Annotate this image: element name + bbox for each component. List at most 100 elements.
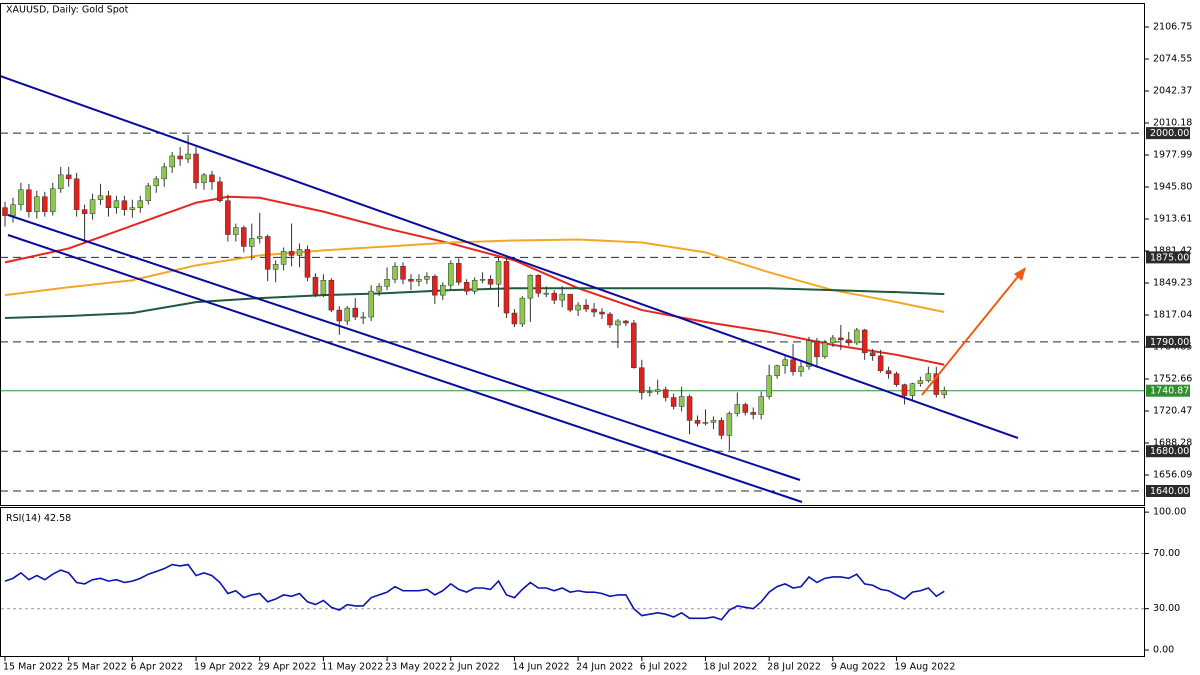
candle-body	[798, 366, 804, 372]
candle-body	[527, 275, 534, 299]
candle-body	[81, 209, 88, 214]
candle-body	[10, 204, 16, 216]
candle-body	[193, 153, 199, 184]
x-tick-label: 29 Apr 2022	[258, 662, 317, 673]
x-tick-label: 23 May 2022	[385, 662, 447, 673]
candle-body	[416, 278, 422, 282]
level-label: 2000.00	[1150, 128, 1189, 139]
candle-body	[432, 276, 438, 296]
candle-body	[57, 174, 64, 190]
candle-body	[161, 166, 167, 180]
y-tick-label: 0.00	[1153, 645, 1174, 656]
candle-body	[463, 281, 470, 292]
candle-body	[718, 420, 725, 436]
candle-body	[503, 261, 510, 314]
candle-body	[838, 337, 844, 341]
x-tick-label: 9 Aug 2022	[831, 662, 886, 673]
y-tick-label: 2010.18	[1153, 118, 1192, 129]
candle-body	[941, 390, 948, 395]
candle-body	[742, 404, 749, 413]
candle-body	[830, 337, 836, 344]
candle-body	[249, 238, 255, 247]
candle-body	[782, 359, 788, 366]
candle-body	[758, 396, 764, 415]
moving-average	[4, 238, 945, 314]
candle-body	[50, 188, 56, 212]
candle-body	[217, 181, 223, 201]
rsi-panel	[0, 507, 1145, 657]
level-label: 1790.00	[1150, 337, 1189, 348]
candle-body	[89, 199, 96, 214]
candle-body	[599, 311, 605, 315]
candle-body	[861, 329, 868, 354]
candle-body	[400, 266, 406, 280]
level-label-box	[1146, 445, 1190, 458]
y-tick-label: 1752.66	[1153, 373, 1192, 384]
chart-title: XAUUSD, Daily: Gold Spot	[6, 5, 129, 16]
candle-body	[615, 320, 621, 326]
y-tick-label: 1817.04	[1153, 309, 1192, 320]
candle-body	[877, 355, 884, 371]
rsi-value: 42.58	[44, 513, 71, 524]
candle-body	[487, 278, 494, 285]
candle-body	[272, 264, 279, 270]
candle-body	[774, 365, 780, 376]
candle-body	[814, 340, 820, 358]
candle-body	[360, 316, 366, 319]
candle-body	[440, 284, 446, 296]
channel-line	[7, 214, 801, 481]
y-tick-label: 30.00	[1153, 603, 1180, 614]
candle-body	[909, 383, 916, 396]
channel-line	[7, 234, 803, 503]
candle-body	[670, 397, 677, 407]
candle-body	[702, 422, 709, 424]
candle-body	[312, 277, 319, 295]
candle-body	[408, 278, 414, 282]
candle-body	[710, 420, 717, 423]
candle-body	[559, 293, 565, 301]
x-tick-label: 15 Mar 2022	[3, 662, 63, 673]
candle-body	[296, 249, 303, 256]
candle-body	[726, 413, 733, 436]
candle-body	[233, 227, 239, 235]
candle-body	[26, 189, 32, 212]
candle-body	[368, 290, 374, 318]
candle-body	[18, 189, 24, 205]
y-tick-label: 1656.09	[1153, 469, 1192, 480]
candle-body	[535, 275, 542, 294]
candle-body	[225, 200, 231, 235]
candle-body	[177, 155, 183, 160]
candle-body	[933, 373, 940, 395]
candle-body	[583, 304, 589, 310]
candle-body	[65, 174, 72, 180]
candle-body	[352, 307, 358, 318]
candle-body	[137, 200, 144, 208]
y-tick-label: 1913.61	[1153, 213, 1192, 224]
level-label-box	[1146, 251, 1190, 264]
x-tick-label: 19 Aug 2022	[895, 662, 956, 673]
candle-body	[288, 251, 295, 256]
y-tick-label: 2106.75	[1153, 22, 1192, 33]
candle-body	[328, 279, 335, 311]
arrow-line	[921, 273, 1021, 396]
y-tick-label: 1720.47	[1153, 405, 1192, 416]
candle-body	[678, 396, 685, 407]
candle-body	[623, 320, 629, 324]
candle-body	[455, 263, 462, 283]
main-panel	[0, 3, 1145, 506]
candle-body	[448, 263, 454, 286]
candle-body	[853, 329, 860, 344]
candle-body	[647, 391, 653, 393]
level-label: 1875.00	[1150, 252, 1189, 263]
candle-body	[113, 200, 120, 208]
candle-body	[607, 313, 613, 326]
candle-body	[519, 297, 526, 325]
candle-body	[73, 178, 80, 210]
candle-body	[264, 236, 271, 270]
candle-body	[471, 279, 478, 292]
candle-body	[384, 278, 390, 287]
candle-body	[376, 285, 382, 292]
rsi-line	[4, 563, 945, 621]
candle-body	[201, 174, 207, 184]
y-tick-label: 1688.28	[1153, 437, 1192, 448]
